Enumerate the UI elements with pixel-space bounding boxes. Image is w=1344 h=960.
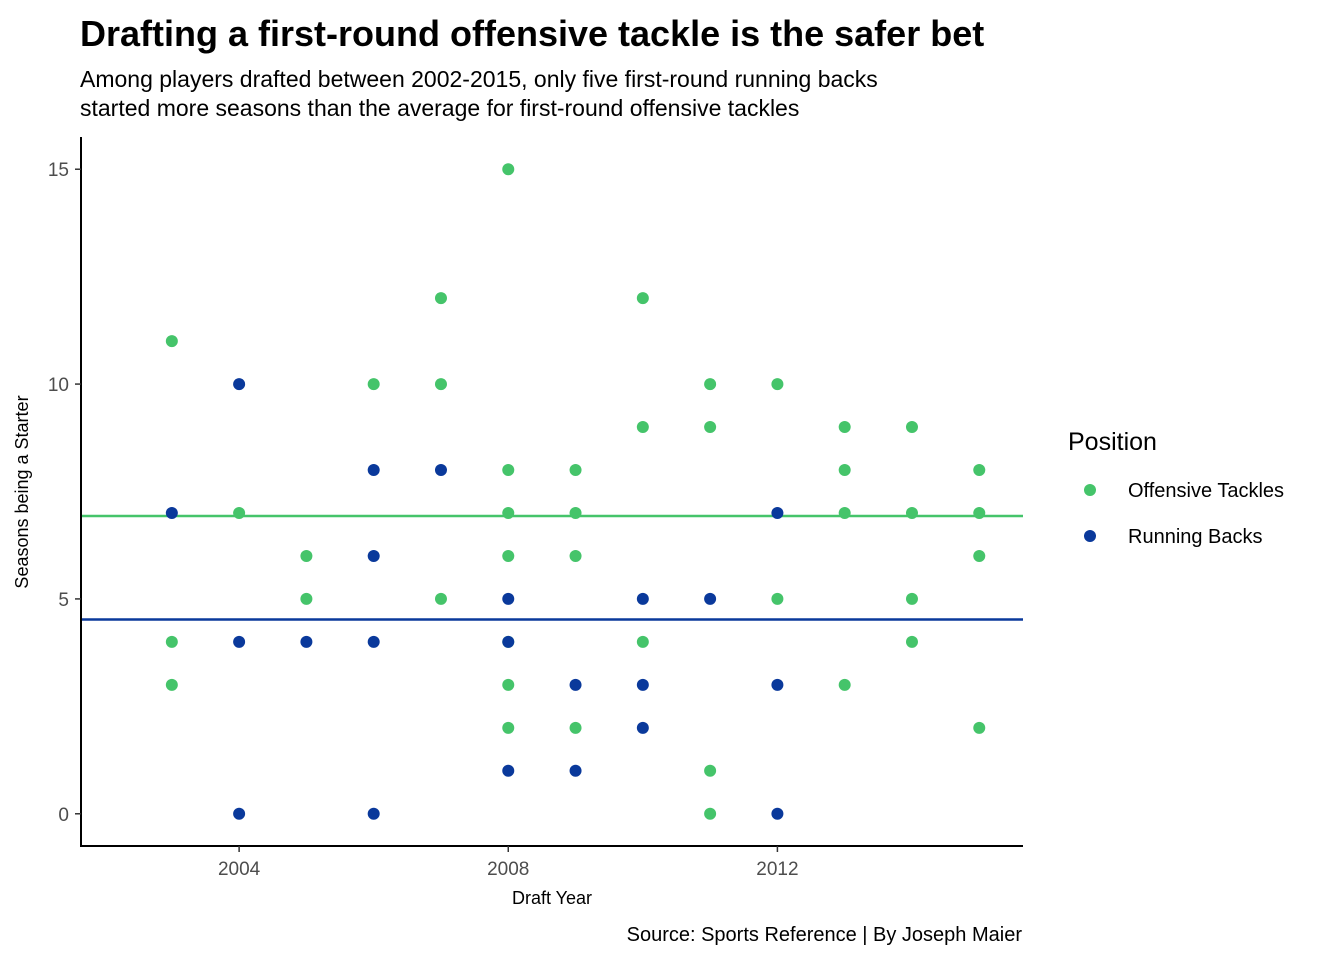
data-point-offensive-tackles — [704, 807, 717, 820]
chart-title: Drafting a first-round offensive tackle … — [80, 13, 984, 54]
data-point-offensive-tackles — [636, 421, 649, 434]
legend-swatch-running-backs — [1084, 530, 1096, 542]
data-point-running-backs — [771, 807, 784, 820]
data-point-running-backs — [636, 592, 649, 605]
y-tick-label: 0 — [58, 805, 69, 826]
chart-subtitle-line-1: Among players drafted between 2002-2015,… — [80, 66, 878, 92]
data-point-offensive-tackles — [973, 721, 986, 734]
data-point-offensive-tackles — [300, 549, 313, 562]
data-points — [165, 163, 986, 820]
data-point-running-backs — [502, 635, 515, 648]
data-point-running-backs — [636, 721, 649, 734]
data-point-running-backs — [300, 635, 313, 648]
data-point-offensive-tackles — [838, 464, 851, 477]
data-point-running-backs — [367, 464, 380, 477]
x-axis-title: Draft Year — [512, 888, 592, 908]
data-point-offensive-tackles — [905, 592, 918, 605]
legend-title: Position — [1068, 428, 1157, 456]
data-point-running-backs — [636, 678, 649, 691]
data-point-running-backs — [434, 464, 447, 477]
legend: Position Offensive Tackles Running Backs — [1068, 428, 1284, 548]
x-tick-label: 2012 — [756, 859, 798, 880]
legend-label-running-backs: Running Backs — [1128, 526, 1263, 548]
data-point-offensive-tackles — [905, 635, 918, 648]
data-point-offensive-tackles — [838, 421, 851, 434]
data-point-offensive-tackles — [704, 378, 717, 391]
data-point-offensive-tackles — [636, 635, 649, 648]
data-point-running-backs — [233, 635, 246, 648]
data-point-offensive-tackles — [434, 378, 447, 391]
data-point-offensive-tackles — [569, 464, 582, 477]
data-point-offensive-tackles — [165, 678, 178, 691]
data-point-offensive-tackles — [569, 721, 582, 734]
data-point-offensive-tackles — [973, 464, 986, 477]
data-point-offensive-tackles — [502, 163, 515, 176]
data-point-running-backs — [367, 549, 380, 562]
data-point-offensive-tackles — [905, 421, 918, 434]
data-point-offensive-tackles — [502, 549, 515, 562]
data-point-running-backs — [367, 807, 380, 820]
y-tick-label: 5 — [58, 590, 69, 611]
y-tick-label: 10 — [48, 375, 69, 396]
data-point-offensive-tackles — [973, 506, 986, 519]
data-point-offensive-tackles — [771, 378, 784, 391]
data-point-offensive-tackles — [771, 592, 784, 605]
data-point-running-backs — [704, 592, 717, 605]
data-point-offensive-tackles — [973, 549, 986, 562]
y-tick-label: 15 — [48, 160, 69, 181]
data-point-running-backs — [233, 807, 246, 820]
reference-lines — [81, 514, 1023, 621]
data-point-running-backs — [502, 592, 515, 605]
data-point-running-backs — [569, 764, 582, 777]
data-point-offensive-tackles — [434, 592, 447, 605]
data-point-offensive-tackles — [502, 678, 515, 691]
x-tick-label: 2008 — [487, 859, 529, 880]
data-point-offensive-tackles — [367, 378, 380, 391]
data-point-offensive-tackles — [502, 721, 515, 734]
y-axis-ticks: 0 5 10 15 — [48, 160, 81, 826]
x-tick-label: 2004 — [218, 859, 261, 880]
legend-swatch-offensive-tackles — [1084, 484, 1096, 496]
data-point-offensive-tackles — [502, 464, 515, 477]
legend-items: Offensive Tackles Running Backs — [1084, 480, 1284, 548]
data-point-offensive-tackles — [165, 335, 178, 348]
data-point-offensive-tackles — [165, 635, 178, 648]
data-point-running-backs — [233, 378, 246, 391]
data-point-running-backs — [367, 635, 380, 648]
data-point-offensive-tackles — [704, 764, 717, 777]
data-point-offensive-tackles — [636, 292, 649, 305]
data-point-running-backs — [569, 678, 582, 691]
data-point-offensive-tackles — [233, 506, 246, 519]
data-point-offensive-tackles — [905, 506, 918, 519]
data-point-running-backs — [502, 764, 515, 777]
chart-caption: Source: Sports Reference | By Joseph Mai… — [627, 924, 1023, 946]
data-point-offensive-tackles — [838, 506, 851, 519]
data-point-running-backs — [771, 678, 784, 691]
data-point-running-backs — [165, 506, 178, 519]
data-point-offensive-tackles — [434, 292, 447, 305]
data-point-offensive-tackles — [569, 549, 582, 562]
y-axis-title: Seasons being a Starter — [12, 395, 32, 588]
data-point-running-backs — [771, 506, 784, 519]
legend-label-offensive-tackles: Offensive Tackles — [1128, 480, 1284, 502]
x-axis-ticks: 2004 2008 2012 — [218, 846, 799, 880]
data-point-offensive-tackles — [704, 421, 717, 434]
data-point-offensive-tackles — [502, 506, 515, 519]
data-point-offensive-tackles — [838, 678, 851, 691]
chart-subtitle-line-2: started more seasons than the average fo… — [80, 95, 799, 121]
data-point-offensive-tackles — [300, 592, 313, 605]
data-point-offensive-tackles — [569, 506, 582, 519]
